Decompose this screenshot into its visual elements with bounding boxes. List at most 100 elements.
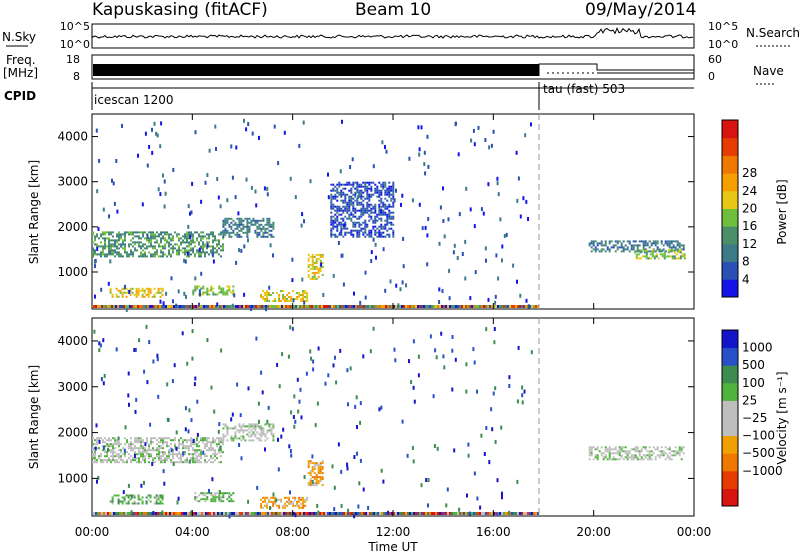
velocity-cell xyxy=(616,450,619,453)
velocity-colorbar-tick: −1000 xyxy=(742,464,783,478)
velocity-scatter-cell xyxy=(275,498,278,503)
power-scatter-cell xyxy=(338,231,341,236)
power-cell xyxy=(332,187,335,190)
power-scatter-cell xyxy=(426,233,429,238)
power-scatter-cell xyxy=(389,279,392,284)
velocity-scatter-cell xyxy=(98,439,101,444)
power-cell xyxy=(104,241,106,244)
velocity-scatter-cell xyxy=(145,324,148,329)
velocity-cell xyxy=(120,459,122,462)
power-scatter-cell xyxy=(294,195,297,200)
power-cell xyxy=(153,287,156,290)
velocity-cell xyxy=(196,459,198,462)
power-cell xyxy=(164,231,166,234)
velocity-cell xyxy=(260,427,263,430)
velocity-cell xyxy=(218,443,220,446)
power-cell xyxy=(220,249,222,252)
power-scatter-cell xyxy=(464,239,467,244)
velocity-scatter-cell xyxy=(485,327,488,332)
power-cell xyxy=(218,233,220,236)
power-scatter-cell xyxy=(474,270,477,275)
power-cell xyxy=(392,201,395,204)
power-ground-cell xyxy=(407,305,409,308)
power-cell xyxy=(368,233,371,236)
velocity-scatter-cell xyxy=(239,413,242,418)
power-cell xyxy=(118,255,120,258)
velocity-scatter-cell xyxy=(445,503,448,508)
power-cell xyxy=(344,215,347,218)
velocity-cell xyxy=(192,449,194,452)
velocity-ground-cell xyxy=(221,512,223,515)
velocity-cell xyxy=(128,453,130,456)
velocity-ground-cell xyxy=(459,512,461,515)
power-scatter-cell xyxy=(456,256,459,260)
velocity-ground-cell xyxy=(467,512,469,515)
power-cell xyxy=(204,291,207,294)
power-scatter-cell xyxy=(121,123,123,128)
power-cell xyxy=(147,295,150,298)
velocity-cell xyxy=(184,447,186,450)
velocity-cell xyxy=(122,447,124,450)
velocity-cell xyxy=(134,445,136,448)
velocity-scatter-cell xyxy=(177,496,180,501)
velocity-cell xyxy=(147,498,150,501)
power-cell xyxy=(92,233,94,236)
velocity-cell xyxy=(112,437,114,440)
velocity-cell xyxy=(240,427,243,430)
velocity-cell xyxy=(192,457,194,460)
velocity-ground-cell xyxy=(355,512,357,515)
power-cell xyxy=(234,227,237,230)
power-cell xyxy=(392,223,395,226)
velocity-cell xyxy=(92,443,94,446)
velocity-scatter-cell xyxy=(516,479,519,484)
velocity-cell xyxy=(130,461,132,464)
velocity-ground-cell xyxy=(433,512,435,515)
power-cell xyxy=(186,255,188,258)
velocity-cell xyxy=(98,457,100,460)
velocity-scatter-cell xyxy=(500,425,503,430)
power-cell xyxy=(204,243,206,246)
power-cell xyxy=(392,217,395,220)
power-cell xyxy=(116,253,118,256)
velocity-ground-cell xyxy=(409,512,411,515)
power-cell xyxy=(366,223,369,226)
velocity-ground-cell xyxy=(243,512,245,515)
station-title: Kapuskasing (fitACF) xyxy=(92,0,268,20)
power-cell xyxy=(210,249,212,252)
power-ground-cell xyxy=(423,305,425,308)
power-cell xyxy=(262,227,265,230)
velocity-scatter-cell xyxy=(340,469,343,474)
power-ground-cell xyxy=(379,305,381,308)
velocity-cell xyxy=(142,453,144,456)
power-cell xyxy=(334,225,337,228)
velocity-ground-cell xyxy=(109,512,111,515)
power-cell xyxy=(238,217,241,220)
velocity-ground-cell xyxy=(261,512,263,515)
power-cell xyxy=(661,253,664,256)
velocity-cell xyxy=(290,502,293,505)
power-cell xyxy=(378,193,381,196)
power-cell xyxy=(129,293,132,296)
power-cell xyxy=(374,221,377,224)
velocity-scatter-cell xyxy=(339,348,342,353)
power-cell xyxy=(376,195,379,198)
velocity-cell xyxy=(188,453,190,456)
power-cell xyxy=(114,239,116,242)
power-cell xyxy=(384,183,387,186)
power-cell xyxy=(260,235,263,238)
power-scatter-cell xyxy=(255,203,258,208)
power-cell xyxy=(94,237,96,240)
velocity-cell xyxy=(144,449,146,452)
velocity-colorbar-swatches xyxy=(722,330,738,507)
power-cell xyxy=(340,229,343,232)
velocity-cell xyxy=(304,504,307,507)
velocity-scatter-cell xyxy=(436,446,439,451)
power-scatter-cell xyxy=(243,244,246,249)
velocity-ground-cell xyxy=(527,512,529,515)
power-cell xyxy=(272,235,275,238)
power-cell xyxy=(340,189,343,192)
velocity-cell xyxy=(210,457,212,460)
power-cell xyxy=(388,215,391,218)
power-cell xyxy=(637,249,640,252)
velocity-cell xyxy=(172,453,174,456)
